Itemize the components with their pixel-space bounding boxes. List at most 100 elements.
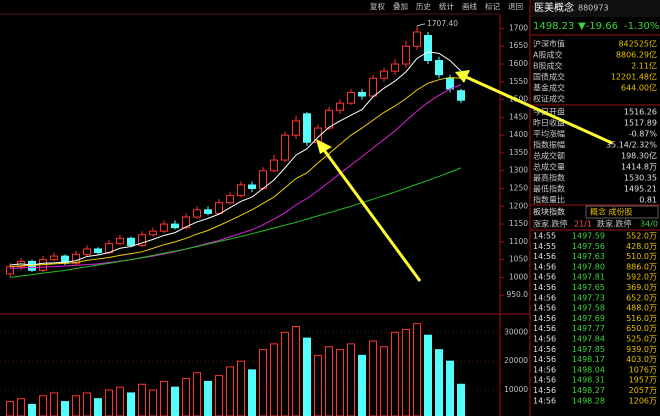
volume-bar xyxy=(435,349,443,416)
y-tick-label: 1300 xyxy=(509,166,528,175)
board-tab[interactable] xyxy=(585,205,659,219)
stat-value: 1517.89 xyxy=(624,119,657,128)
candle-body xyxy=(248,184,256,190)
tick-price: 1497.85 xyxy=(572,345,605,354)
candle-body xyxy=(182,216,190,229)
y-tick-label: 1650 xyxy=(509,41,528,50)
arrowhead xyxy=(455,70,470,83)
board-tabs[interactable]: 概念 成份股 xyxy=(590,207,633,217)
candle-body xyxy=(215,202,223,214)
tick-volume: 510.0万 xyxy=(626,252,657,261)
toolbar-button[interactable]: 历史 xyxy=(416,1,431,11)
tick-price: 1497.65 xyxy=(572,283,605,292)
candle-body xyxy=(281,134,289,161)
volume-bar xyxy=(72,395,80,416)
board-title: 板块指数 xyxy=(533,207,565,217)
y-tick-label: 1350 xyxy=(509,148,528,157)
toolbar-button[interactable]: 叠加 xyxy=(393,1,408,11)
volume-bar xyxy=(325,346,333,416)
volume-tick-label: 10000 xyxy=(504,385,528,394)
tick-price: 1498.27 xyxy=(572,386,605,395)
volume-bar xyxy=(380,346,388,416)
candle-body xyxy=(391,63,399,72)
volume-bar xyxy=(237,360,245,416)
volume-bar xyxy=(105,389,113,416)
volume-bar xyxy=(28,403,36,416)
annotation-arrows xyxy=(316,70,613,282)
stat-value: 1530.35 xyxy=(624,174,657,183)
tick-volume: 403.0万 xyxy=(626,355,657,364)
tick-volume: 552.0万 xyxy=(626,232,657,241)
tick-time: 14:56 xyxy=(533,304,556,313)
stat-label: 平均涨幅 xyxy=(533,129,565,139)
tick-volume: 592.0万 xyxy=(626,273,657,282)
candle-body xyxy=(171,223,179,229)
tick-price: 1497.73 xyxy=(572,293,605,302)
up-count: 21/1 xyxy=(574,220,592,229)
candle-body xyxy=(226,195,234,204)
candle-body xyxy=(83,248,91,255)
volume-bar xyxy=(424,334,432,416)
tick-price: 1498.31 xyxy=(572,376,605,385)
tick-time: 14:56 xyxy=(533,335,556,344)
stat-value: 8806.29亿 xyxy=(616,50,657,60)
volume-bar xyxy=(160,380,168,416)
candle-body xyxy=(292,120,300,136)
tick-volume: 369.0万 xyxy=(626,283,657,292)
tick-price: 1497.80 xyxy=(572,262,605,271)
y-tick-label: 1000 xyxy=(509,272,528,281)
toolbar-button[interactable]: 复权 xyxy=(370,1,385,11)
moving-average xyxy=(9,84,462,270)
stat-label: 基金成交 xyxy=(533,83,565,93)
candle-body xyxy=(435,59,443,76)
stat-value: 35.14/2.32% xyxy=(606,141,657,150)
toolbar-button[interactable]: 统计 xyxy=(439,1,454,11)
candle-body xyxy=(402,45,410,65)
candle-body xyxy=(237,184,245,197)
tick-price: 1498.28 xyxy=(572,396,605,405)
y-tick-label: 1500 xyxy=(509,95,528,104)
volume-bar xyxy=(193,372,201,416)
volume-bar xyxy=(39,395,47,416)
stat-value: 2.11亿 xyxy=(631,61,657,71)
candle-body xyxy=(149,230,157,236)
volume-bar xyxy=(94,398,102,416)
candle-body xyxy=(127,237,135,246)
volume-tick-label: 30000 xyxy=(504,327,528,336)
tick-volume: 1076万 xyxy=(629,365,657,374)
toolbar-button[interactable]: 标记 xyxy=(485,1,500,11)
volume-bar xyxy=(215,375,223,416)
tick-price: 1497.81 xyxy=(572,273,605,282)
tick-time: 14:56 xyxy=(533,273,556,282)
quote-pct: -1.30% xyxy=(624,21,659,32)
volume-bar xyxy=(50,392,58,416)
stat-value: -0.87% xyxy=(629,130,658,139)
candle-body xyxy=(380,70,388,79)
y-tick-label: 1200 xyxy=(509,201,528,210)
volume-bar xyxy=(358,354,366,416)
y-tick-label: 1550 xyxy=(509,77,528,86)
volume-bar xyxy=(127,392,135,416)
candle-body xyxy=(138,234,146,246)
peak-label: 1707.40 xyxy=(427,19,458,28)
tick-volume: 1206万 xyxy=(629,396,657,405)
volume-bar xyxy=(369,340,377,416)
y-tick-label: 1250 xyxy=(509,184,528,193)
stat-value: 1495.21 xyxy=(624,185,657,194)
tick-price: 1498.17 xyxy=(572,355,605,364)
tick-time: 14:56 xyxy=(533,355,556,364)
y-tick-label: 1450 xyxy=(509,112,528,121)
volume-bar xyxy=(149,389,157,416)
y-tick-label: 1700 xyxy=(509,23,528,32)
y-tick-label: 950.0 xyxy=(507,290,529,299)
stat-value: 0.81 xyxy=(639,196,657,205)
candle-body xyxy=(303,113,311,143)
candle-body xyxy=(204,209,212,214)
volume-bar xyxy=(83,392,91,416)
moving-average xyxy=(9,77,462,268)
volume-bar xyxy=(259,349,267,416)
volume-bar xyxy=(457,383,465,416)
volume-bar xyxy=(171,386,179,416)
toolbar-button[interactable]: 画线 xyxy=(462,1,477,11)
toolbar-button[interactable]: 退回 xyxy=(508,2,523,11)
